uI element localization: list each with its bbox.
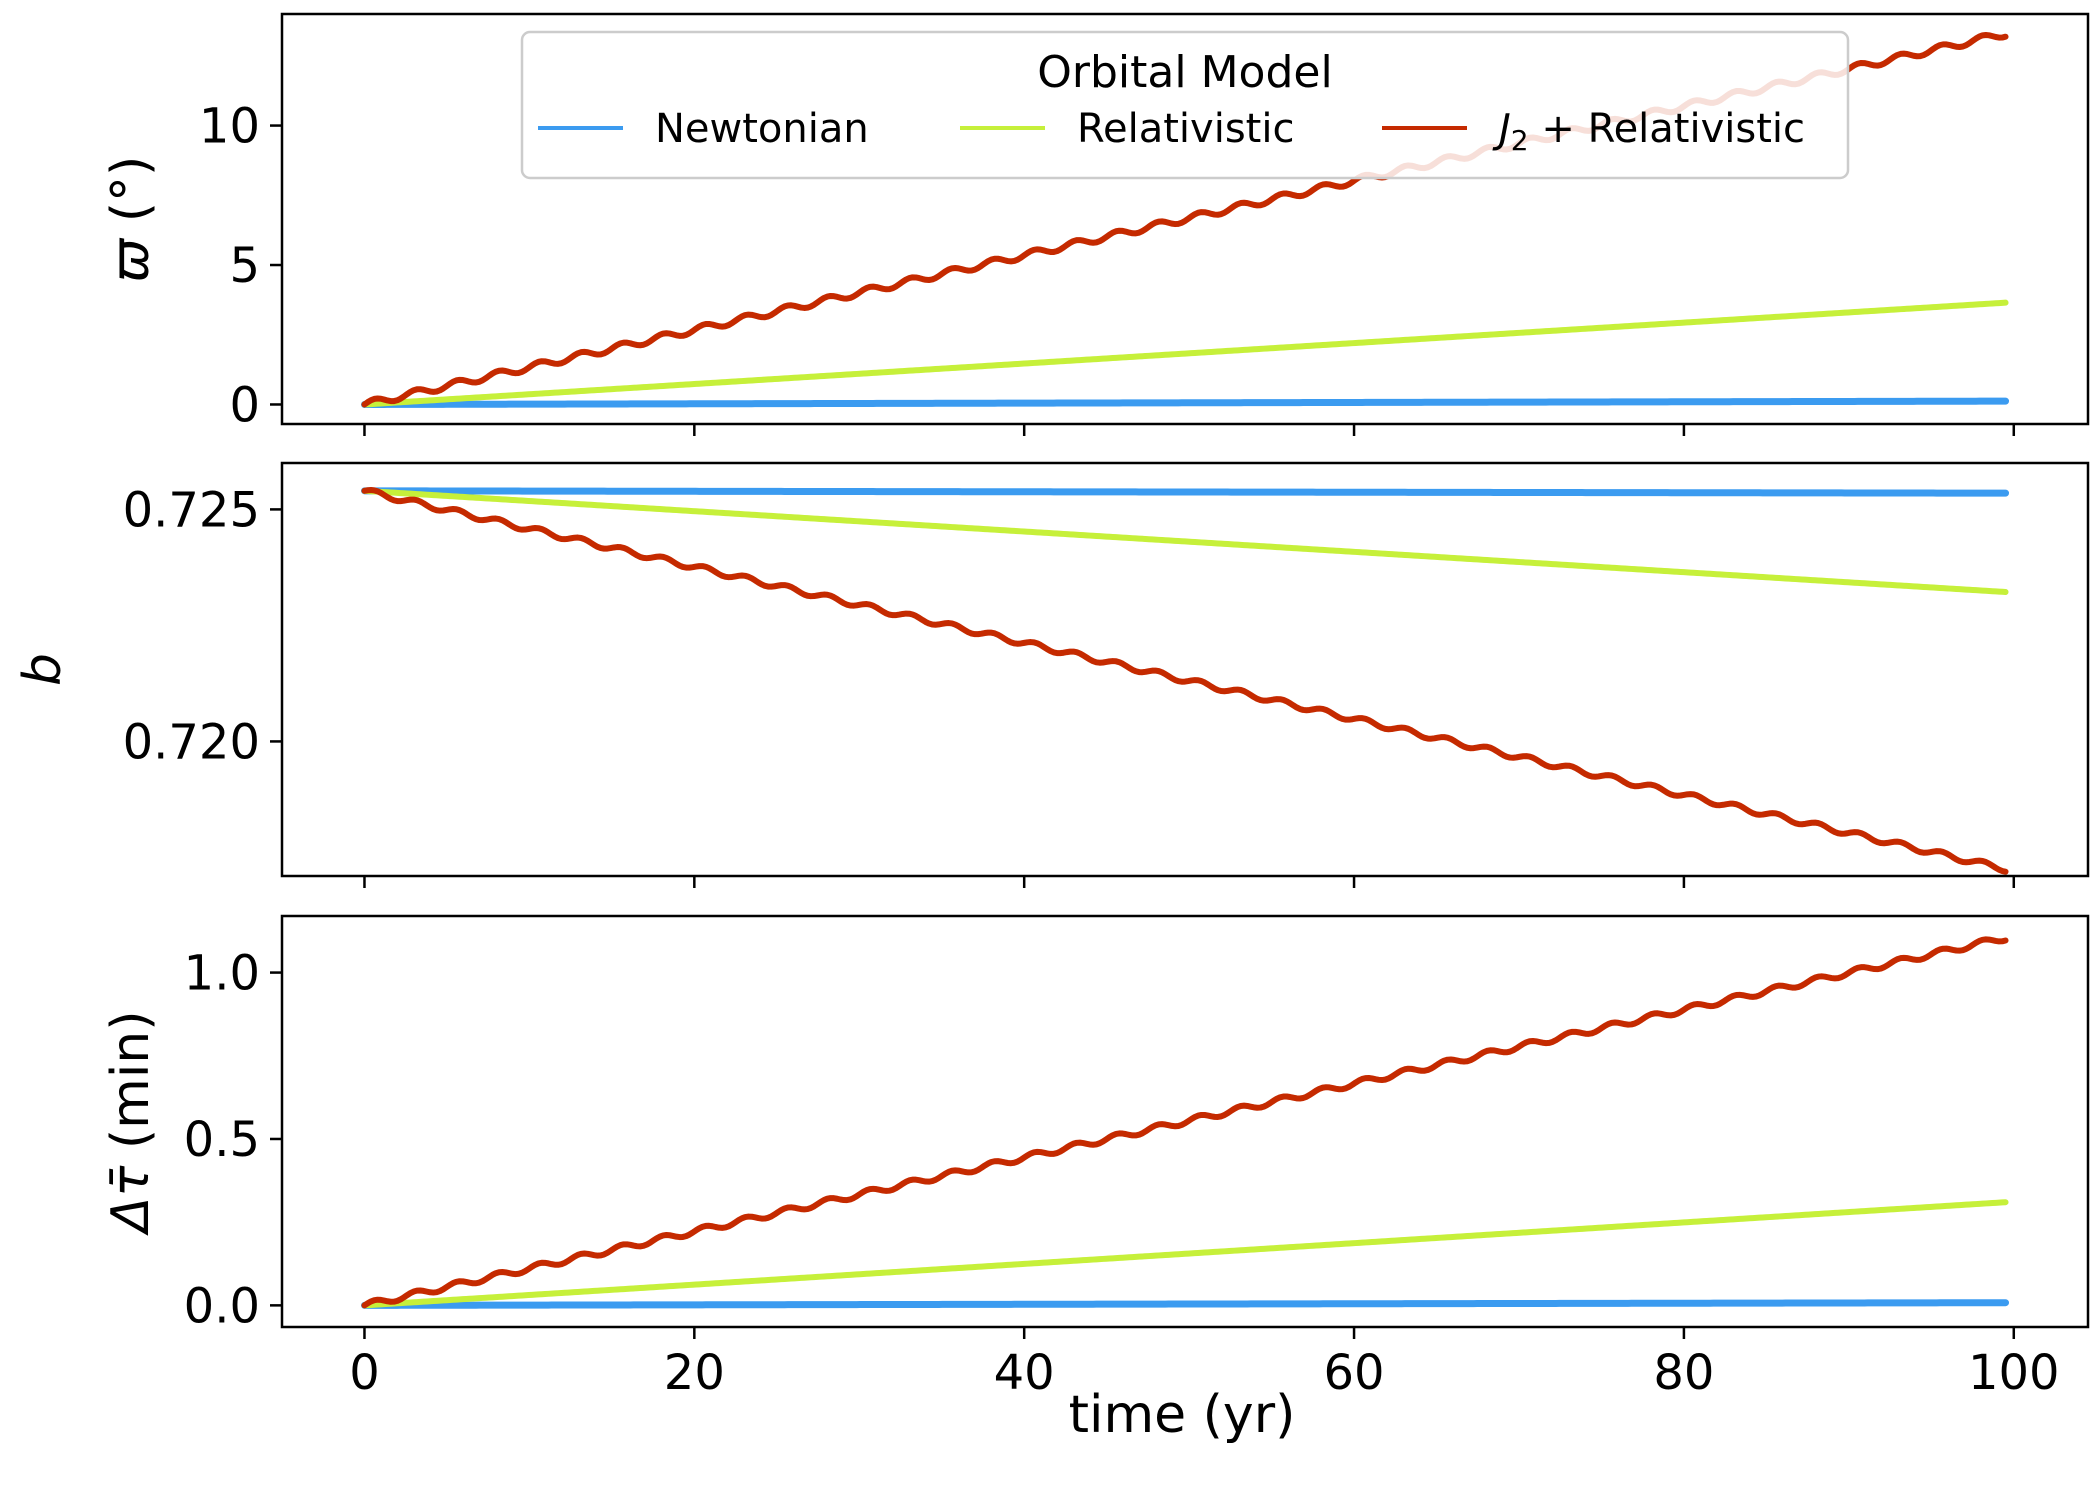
- legend-label: J2 + Relativistic: [1492, 106, 1805, 157]
- x-tick-label: 100: [1968, 1345, 2060, 1401]
- x-tick-label: 20: [664, 1345, 725, 1401]
- y-tick-label: 1.0: [184, 946, 260, 1002]
- y-tick-label: 0.5: [184, 1112, 260, 1168]
- y-axis-label-unit: (°): [101, 156, 161, 239]
- x-tick-label: 0: [349, 1345, 380, 1401]
- x-tick-label: 80: [1653, 1345, 1714, 1401]
- series-line-newtonian: [360, 1299, 2010, 1309]
- x-tick-label: 60: [1324, 1345, 1385, 1401]
- series-line-j2-relativistic: [361, 487, 2009, 875]
- y-axis-label-symbol: Δτ̄: [101, 1165, 161, 1237]
- y-tick-label: 0.720: [123, 714, 260, 770]
- legend-box: [520, 30, 1850, 180]
- panel-2: 0.720 0.725 b: [13, 461, 2090, 888]
- y-tick-label: 10: [199, 99, 260, 155]
- series-line-relativistic: [361, 487, 2009, 595]
- legend-label: Relativistic: [1077, 106, 1294, 152]
- y-tick-label: 0: [229, 377, 260, 433]
- panel-frame: [280, 914, 2090, 1329]
- x-axis: 0 20 40 60 80 100: [349, 1345, 2059, 1401]
- y-tick-label: 0.725: [123, 482, 260, 538]
- series-line-newtonian: [360, 487, 2010, 497]
- legend-label: Newtonian: [655, 106, 869, 152]
- series-line-relativistic: [361, 1199, 2009, 1309]
- y-axis-label-unit: (min): [101, 1010, 161, 1165]
- y-axis-label-symbol: ϖ: [101, 237, 161, 282]
- y-axis-label: ϖ (°): [101, 156, 161, 283]
- panel-1: 0 5 10 ϖ (°): [101, 12, 2090, 436]
- series-line-j2-relativistic: [361, 936, 2009, 1309]
- y-tick-label: 0.0: [184, 1278, 260, 1334]
- legend-title: Orbital Model: [1037, 47, 1332, 98]
- series-line-relativistic: [361, 299, 2009, 408]
- panel-frame: [280, 461, 2090, 878]
- series-lines: [360, 936, 2010, 1309]
- series-line-newtonian: [360, 397, 2010, 408]
- y-axis-label: Δτ̄ (min): [101, 1010, 161, 1236]
- x-tick-label: 40: [994, 1345, 1055, 1401]
- series-lines: [360, 487, 2010, 875]
- legend: Orbital Model Newtonian Relativistic J2 + R…: [520, 30, 1850, 180]
- panel-3: 0.0 0.5 1.0 Δτ̄ (min): [101, 914, 2090, 1339]
- y-tick-label: 5: [229, 238, 260, 294]
- y-axis-label: b: [13, 653, 73, 686]
- panel-frame: [280, 12, 2090, 426]
- panels-group: 0 5 10 ϖ (°) 0.720 0.725 b 0.0 0.5 1.0 Δτ̄ (min): [13, 12, 2090, 1339]
- x-axis-label: time (yr): [1069, 1385, 1296, 1445]
